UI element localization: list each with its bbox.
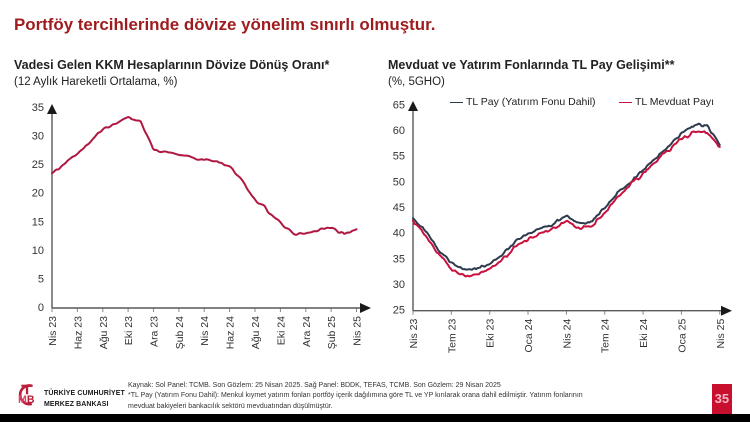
svg-text:Tem 24: Tem 24 [600,319,612,354]
svg-text:25: 25 [393,305,405,317]
svg-text:Tem 23: Tem 23 [446,319,458,354]
svg-text:65: 65 [393,99,405,111]
svg-text:50: 50 [393,176,405,188]
svg-text:Nis 25: Nis 25 [715,319,727,349]
svg-text:45: 45 [393,202,405,214]
svg-text:Nis 24: Nis 24 [561,319,573,349]
svg-text:55: 55 [393,151,405,163]
svg-text:Oca 25: Oca 25 [676,319,688,353]
svg-text:40: 40 [393,228,405,240]
svg-text:Eki 23: Eki 23 [485,319,497,348]
svg-text:35: 35 [393,253,405,265]
svg-text:60: 60 [393,125,405,137]
svg-text:M: M [18,394,27,406]
svg-text:30: 30 [393,279,405,291]
svg-text:Nis 23: Nis 23 [408,319,420,349]
svg-text:Eki 24: Eki 24 [638,319,650,348]
svg-text:B: B [27,394,35,406]
svg-text:Oca 24: Oca 24 [523,319,535,353]
